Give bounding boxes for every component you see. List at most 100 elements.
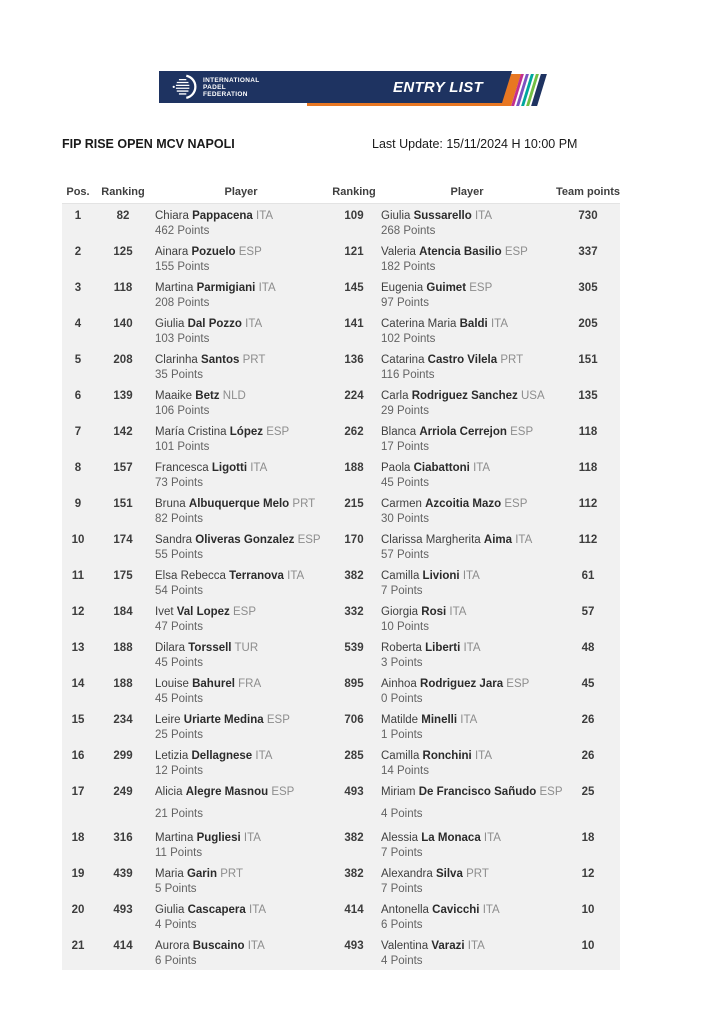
col-header-ranking-b: Ranking: [332, 186, 376, 198]
player-a-last: López: [229, 426, 264, 438]
player-a-country: ITA: [245, 318, 263, 330]
team-points-cell: 45: [581, 678, 595, 690]
player-a-last: Oliveras Gonzalez: [195, 534, 295, 546]
player-a-cell: Martina Pugliesi ITA 11 Points: [152, 829, 330, 862]
player-b-points: 45 Points: [381, 477, 429, 489]
player-b-name: Camilla Livioni ITA: [381, 567, 556, 584]
player-a-last: Buscaino: [192, 940, 245, 952]
player-a-points: 11 Points: [155, 847, 203, 859]
table-row: 21 414 Aurora Buscaino ITA 6 Points 493 …: [62, 934, 620, 970]
table-body: 1 82 Chiara Pappacena ITA 462 Points 109…: [62, 204, 620, 970]
player-b-points: 30 Points: [381, 513, 429, 525]
player-b-cell: Matilde Minelli ITA 1 Points: [378, 711, 556, 744]
player-b-points: 7 Points: [381, 847, 423, 859]
player-a-name: Elsa Rebecca Terranova ITA: [155, 567, 330, 584]
player-a-last: Alegre Masnou: [185, 786, 269, 798]
banner-decorative-stripes: [511, 74, 547, 106]
player-b-last: La Monaca: [421, 832, 481, 844]
player-b-points: 0 Points: [381, 693, 423, 705]
player-a-name: Maaike Betz NLD: [155, 387, 330, 404]
player-a-points: 106 Points: [155, 405, 210, 417]
ranking-a-cell: 174: [113, 534, 133, 546]
ranking-b-cell: 539: [344, 642, 364, 654]
player-a-last: Cascapera: [187, 904, 246, 916]
player-a-country: PRT: [292, 498, 316, 510]
player-a-points: 73 Points: [155, 477, 203, 489]
ranking-a-cell: 493: [113, 904, 133, 916]
player-b-cell: Caterina Maria Baldi ITA 102 Points: [378, 315, 556, 348]
table-row: 15 234 Leire Uriarte Medina ESP 25 Point…: [62, 708, 620, 744]
player-b-first: Alexandra: [381, 868, 433, 880]
player-b-name: Valeria Atencia Basilio ESP: [381, 243, 556, 260]
player-a-points: 54 Points: [155, 585, 203, 597]
pos-cell: 15: [71, 714, 85, 726]
pos-cell: 13: [71, 642, 85, 654]
ranking-a-cell: 439: [113, 868, 133, 880]
ranking-a-cell: 316: [113, 832, 133, 844]
player-b-country: ITA: [460, 714, 478, 726]
table-row: 10 174 Sandra Oliveras Gonzalez ESP 55 P…: [62, 528, 620, 564]
player-a-first: Giulia: [155, 318, 185, 330]
player-a-first: Ainara: [155, 246, 189, 258]
player-b-cell: Valentina Varazi ITA 4 Points: [378, 937, 556, 970]
player-a-points: 21 Points: [155, 808, 203, 820]
ranking-a-cell: 208: [113, 354, 133, 366]
player-b-last: Ciabattoni: [413, 462, 470, 474]
col-header-ranking-a: Ranking: [101, 186, 145, 198]
player-a-country: ESP: [233, 606, 257, 618]
player-a-cell: Chiara Pappacena ITA 462 Points: [152, 207, 330, 240]
player-a-last: Pugliesi: [196, 832, 241, 844]
player-a-points: 82 Points: [155, 513, 203, 525]
pos-cell: 18: [71, 832, 85, 844]
ranking-a-cell: 142: [113, 426, 133, 438]
team-points-cell: 151: [578, 354, 598, 366]
player-b-country: ITA: [449, 606, 467, 618]
player-a-last: Pozuelo: [191, 246, 236, 258]
player-a-points: 208 Points: [155, 297, 210, 309]
team-points-cell: 112: [578, 534, 598, 546]
player-a-cell: Elsa Rebecca Terranova ITA 54 Points: [152, 567, 330, 600]
player-b-cell: Antonella Cavicchi ITA 6 Points: [378, 901, 556, 934]
player-b-points: 6 Points: [381, 919, 423, 931]
player-a-cell: Sandra Oliveras Gonzalez ESP 55 Points: [152, 531, 330, 564]
player-b-points: 29 Points: [381, 405, 429, 417]
player-b-first: Valentina: [381, 940, 429, 952]
player-b-points: 7 Points: [381, 883, 423, 895]
player-a-points: 103 Points: [155, 333, 210, 345]
table-row: 9 151 Bruna Albuquerque Melo PRT 82 Poin…: [62, 492, 620, 528]
table-row: 5 208 Clarinha Santos PRT 35 Points 136 …: [62, 348, 620, 384]
player-b-points: 4 Points: [381, 808, 423, 820]
player-b-last: Livioni: [422, 570, 460, 582]
player-b-first: Ainhoa: [381, 678, 417, 690]
player-b-cell: Blanca Arriola Cerrejon ESP 17 Points: [378, 423, 556, 456]
player-a-country: ESP: [266, 714, 290, 726]
player-b-country: ITA: [462, 570, 480, 582]
ranking-b-cell: 285: [344, 750, 364, 762]
player-a-name: Dilara Torssell TUR: [155, 639, 330, 656]
player-b-first: Giorgia: [381, 606, 419, 618]
team-points-cell: 118: [578, 462, 598, 474]
team-points-cell: 305: [578, 282, 598, 294]
team-points-cell: 26: [581, 714, 595, 726]
player-a-last: Terranova: [229, 570, 284, 582]
player-a-country: ITA: [256, 210, 274, 222]
player-a-name: Sandra Oliveras Gonzalez ESP: [155, 531, 330, 548]
player-b-first: Giulia: [381, 210, 411, 222]
player-a-first: Clarinha: [155, 354, 198, 366]
ranking-b-cell: 109: [344, 210, 364, 222]
player-b-points: 102 Points: [381, 333, 436, 345]
player-b-country: ITA: [483, 832, 501, 844]
player-a-name: Francesca Ligotti ITA: [155, 459, 330, 476]
player-b-last: Atencia Basilio: [419, 246, 502, 258]
ranking-a-cell: 299: [113, 750, 133, 762]
player-a-name: Ainara Pozuelo ESP: [155, 243, 330, 260]
player-a-name: Clarinha Santos PRT: [155, 351, 330, 368]
player-b-last: Guimet: [426, 282, 467, 294]
player-b-name: Carla Rodriguez Sanchez USA: [381, 387, 556, 404]
player-a-name: Alicia Alegre Masnou ESP: [155, 783, 330, 800]
player-b-name: Giulia Sussarello ITA: [381, 207, 556, 224]
ranking-a-cell: 184: [113, 606, 133, 618]
player-b-name: Valentina Varazi ITA: [381, 937, 556, 954]
player-b-last: Sussarello: [413, 210, 472, 222]
